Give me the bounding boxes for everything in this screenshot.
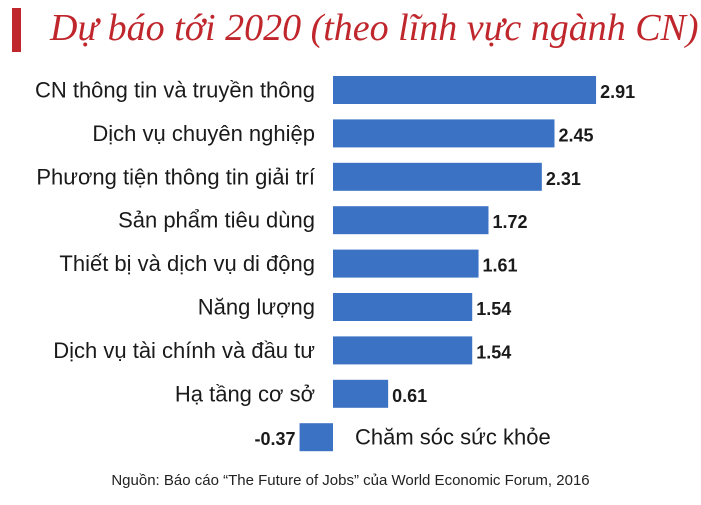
category-label: Phương tiện thông tin giải trí [36, 164, 315, 189]
category-label: Dịch vụ chuyên nghiệp [92, 121, 315, 146]
bar [299, 423, 333, 452]
bar [333, 119, 555, 148]
bar-chart: CN thông tin và truyền thông 2.91 Dịch vụ … [35, 76, 635, 452]
source-note: Nguồn: Báo cáo “The Future of Jobs” của … [111, 472, 590, 489]
category-label: Thiết bị và dịch vụ di động [59, 251, 315, 276]
data-label: 1.54 [476, 299, 511, 319]
data-label: 2.91 [600, 82, 635, 102]
bar [333, 379, 389, 408]
category-label: Dịch vụ tài chính và đầu tư [53, 338, 315, 363]
bar [333, 249, 479, 278]
category-label: CN thông tin và truyền thông [35, 78, 315, 103]
bar [333, 162, 542, 191]
data-label: 1.54 [476, 342, 511, 362]
data-label: 0.61 [392, 386, 427, 406]
data-label: 1.61 [483, 256, 518, 276]
bar [333, 76, 597, 104]
bar [333, 206, 489, 235]
chart-title: Dự báo tới 2020 (theo lĩnh vực ngành CN) [50, 7, 699, 49]
title-accent-bar [12, 8, 21, 52]
category-label: Hạ tầng cơ sở [175, 381, 315, 406]
category-label: Sản phẩm tiêu dùng [118, 208, 315, 233]
category-label: Năng lượng [198, 295, 315, 320]
bar [333, 293, 473, 321]
data-label: -0.37 [255, 429, 296, 449]
category-label: Chăm sóc sức khỏe [355, 425, 551, 450]
data-label: 1.72 [492, 212, 527, 232]
data-label: 2.31 [546, 169, 581, 189]
bar [333, 336, 473, 365]
data-label: 2.45 [558, 125, 593, 145]
